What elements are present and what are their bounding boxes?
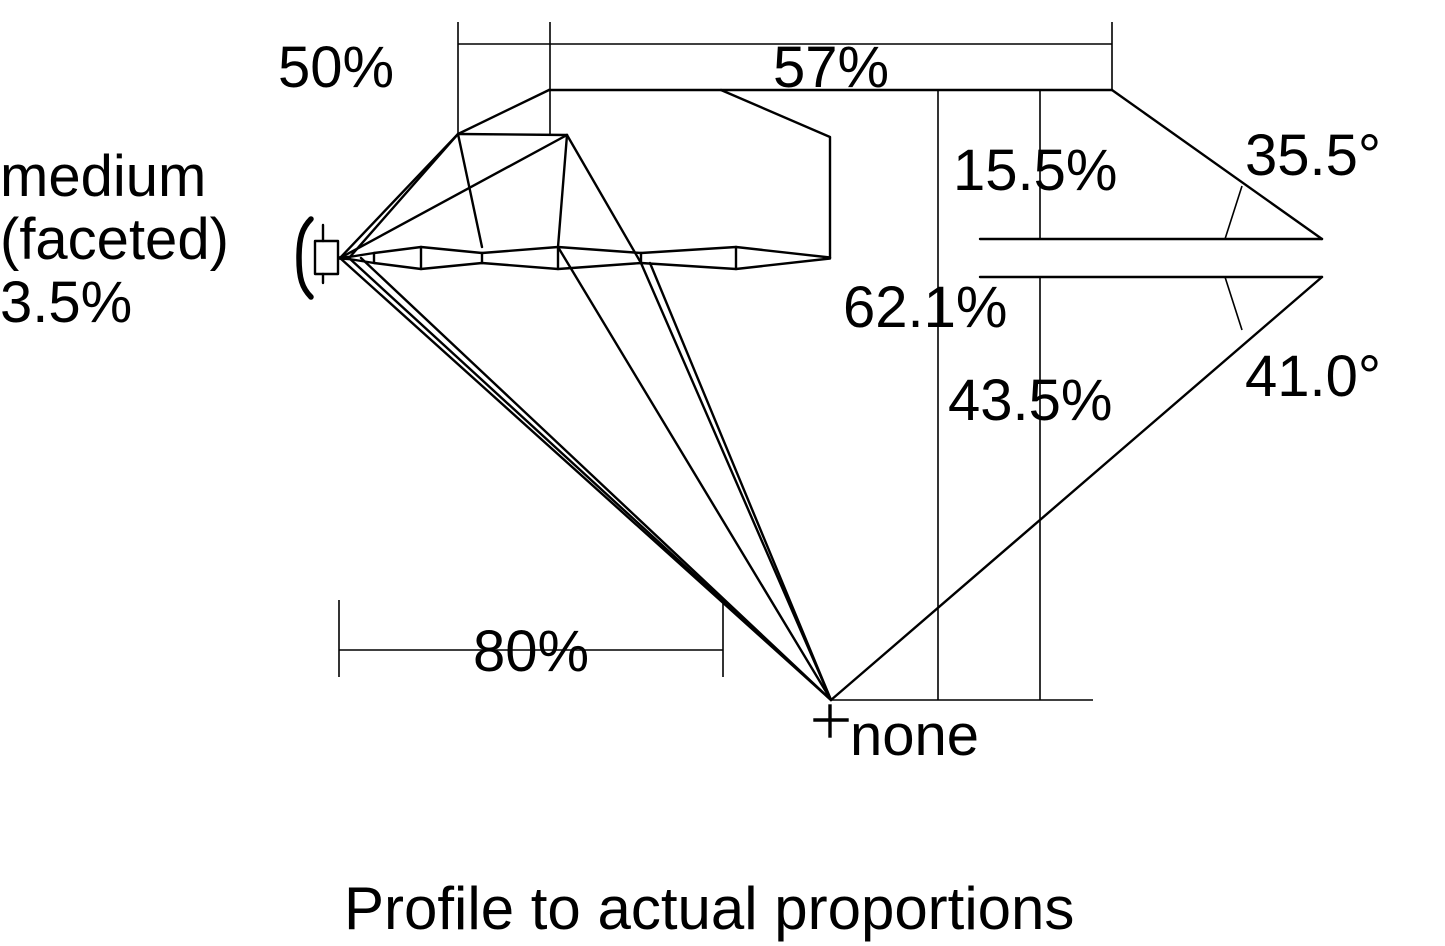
svg-text:(faceted): (faceted) xyxy=(0,207,229,272)
svg-text:15.5%: 15.5% xyxy=(953,138,1117,203)
svg-text:43.5%: 43.5% xyxy=(948,368,1112,433)
svg-text:Profile to actual proportions: Profile to actual proportions xyxy=(344,875,1074,942)
svg-text:80%: 80% xyxy=(473,619,589,684)
svg-text:3.5%: 3.5% xyxy=(0,270,132,335)
svg-text:57%: 57% xyxy=(773,35,889,100)
svg-text:35.5°: 35.5° xyxy=(1245,123,1381,188)
svg-text:none: none xyxy=(850,703,979,768)
svg-text:50%: 50% xyxy=(278,35,394,100)
svg-text:62.1%: 62.1% xyxy=(843,275,1007,340)
svg-text:medium: medium xyxy=(0,144,206,209)
svg-text:41.0°: 41.0° xyxy=(1245,344,1381,409)
